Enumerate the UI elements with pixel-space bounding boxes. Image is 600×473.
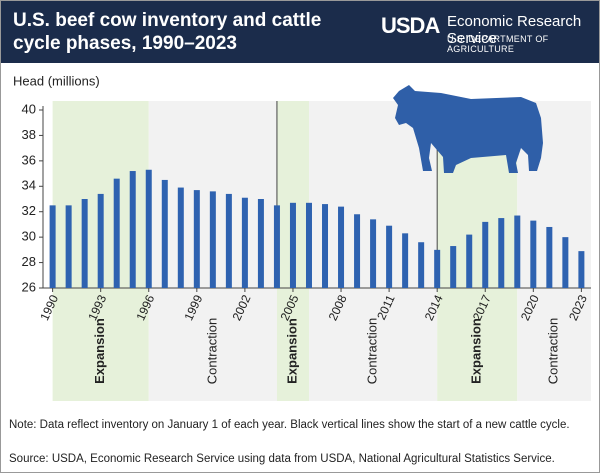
- bar: [273, 205, 280, 288]
- y-tick-label: 36: [22, 152, 36, 167]
- bar: [177, 187, 184, 288]
- phase-label: Expansion: [284, 318, 299, 384]
- bar: [498, 218, 505, 288]
- bar: [450, 246, 457, 288]
- department: U.S. DEPARTMENT OF AGRICULTURE: [447, 34, 549, 54]
- bar: [322, 204, 329, 288]
- bar: [113, 178, 120, 288]
- bar: [562, 237, 569, 288]
- bar: [209, 191, 216, 288]
- bar: [257, 199, 264, 288]
- phase-label: Contraction: [546, 318, 561, 384]
- bar: [546, 226, 553, 288]
- bar: [466, 234, 473, 288]
- bar: [145, 169, 152, 288]
- bar: [418, 242, 425, 288]
- bar: [161, 179, 168, 288]
- bar: [578, 251, 585, 288]
- bar: [305, 202, 312, 288]
- bar: [434, 249, 441, 288]
- bar: [402, 233, 409, 288]
- org-logo: USDA: [381, 13, 440, 38]
- y-tick-label: 28: [22, 254, 36, 269]
- bar: [530, 220, 537, 288]
- source: Source: USDA, Economic Research Service …: [9, 453, 555, 465]
- chart: Expansion Contraction Expansion Contraction…: [13, 73, 591, 401]
- bar: [338, 206, 345, 288]
- y-tick-label: 30: [22, 229, 36, 244]
- bar: [97, 193, 104, 288]
- bar: [289, 202, 296, 288]
- phase-label: Contraction: [365, 318, 380, 384]
- bar: [482, 221, 489, 288]
- phase-label: Expansion: [92, 318, 107, 384]
- bar: [193, 190, 200, 288]
- y-tick-label: 32: [22, 203, 36, 218]
- y-tick-label: 34: [22, 178, 36, 193]
- bar: [65, 205, 72, 288]
- note: Note: Data reflect inventory on January …: [9, 419, 570, 431]
- bar: [49, 205, 56, 288]
- y-tick-label: 40: [22, 101, 36, 116]
- bar: [514, 215, 521, 288]
- y-tick-label: 38: [22, 127, 36, 142]
- header: U.S. beef cow inventory and cattle cycle…: [1, 1, 599, 63]
- phase-label: Contraction: [204, 318, 219, 384]
- bar: [225, 193, 232, 288]
- cow-icon: [393, 85, 543, 173]
- bar: [129, 171, 136, 288]
- y-axis-label: Head (millions): [13, 73, 100, 88]
- chart-title: U.S. beef cow inventory and cattle cycle…: [13, 10, 322, 54]
- bar: [81, 199, 88, 288]
- bar: [241, 197, 248, 288]
- bar: [354, 214, 361, 288]
- bar: [386, 225, 393, 288]
- phase-label: Expansion: [469, 318, 484, 384]
- bar: [370, 219, 377, 288]
- service-name: Economic Research Service: [447, 13, 582, 47]
- y-tick-label: 26: [22, 279, 36, 294]
